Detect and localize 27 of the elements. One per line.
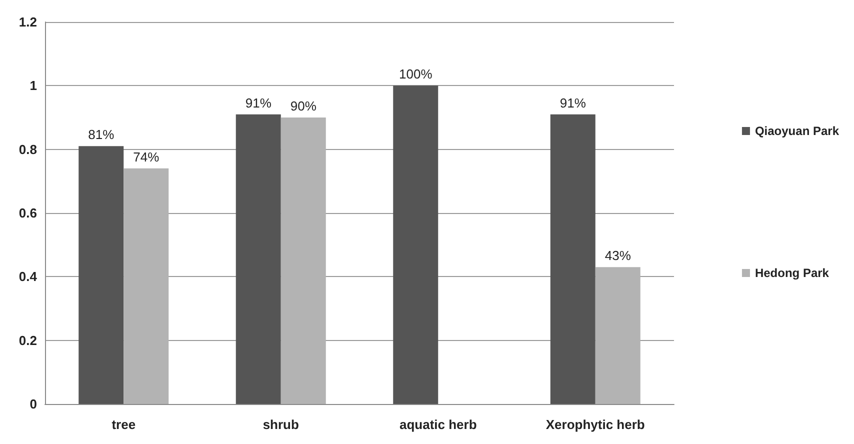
y-tick-label: 0.4 (18, 269, 38, 284)
x-tick-label: aquatic herb (399, 417, 477, 432)
y-tick-label: 1 (30, 78, 37, 94)
y-tick-label: 0.8 (18, 142, 37, 157)
legend-label: Qiaoyuan Park (754, 124, 840, 138)
data-label: 81% (88, 127, 115, 142)
data-label: 91% (245, 95, 272, 110)
bar (595, 267, 640, 404)
data-label: 74% (133, 149, 160, 164)
data-label: 43% (604, 248, 632, 264)
bar (393, 86, 438, 404)
bar (124, 168, 169, 404)
legend-label: Hedong Park (754, 266, 830, 280)
y-tick-label: 0.2 (18, 332, 37, 348)
data-label: 100% (399, 66, 433, 82)
y-tick-label: 1.2 (18, 14, 37, 30)
x-tick-label: shrub (262, 417, 299, 432)
data-label: 91% (560, 95, 586, 110)
x-tick-label: Xerophytic herb (546, 417, 645, 432)
bar (78, 146, 124, 404)
y-tick-label: 0 (30, 396, 37, 412)
x-tick-label: tree (112, 417, 136, 432)
bar (280, 118, 326, 404)
y-tick-label: 0.6 (18, 206, 37, 220)
data-label: 90% (290, 98, 317, 114)
bar (236, 114, 281, 404)
bar (550, 114, 596, 404)
